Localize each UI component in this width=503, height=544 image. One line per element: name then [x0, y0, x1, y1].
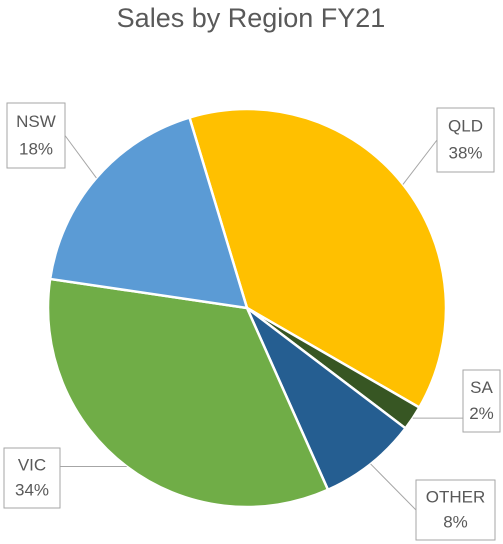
category-label: NSW [16, 112, 56, 131]
value-label: 34% [15, 481, 49, 500]
leader-line [370, 463, 417, 511]
label-box [462, 369, 501, 433]
value-label: 18% [19, 139, 53, 158]
leader-line [402, 139, 438, 185]
pie-slice [46, 277, 330, 509]
value-label: 2% [469, 404, 494, 423]
label-box [3, 447, 61, 509]
chart-title: Sales by Region FY21 [117, 3, 386, 33]
category-label: QLD [448, 117, 483, 136]
pie-slice [187, 107, 448, 410]
label-box [415, 479, 496, 541]
category-label: SA [470, 378, 493, 397]
category-label: OTHER [426, 487, 486, 506]
value-label: 38% [448, 144, 482, 163]
value-label: 8% [443, 513, 468, 532]
leader-line [64, 135, 97, 179]
label-box [6, 102, 66, 169]
pie-slice [245, 307, 408, 492]
category-label: VIC [18, 455, 46, 474]
label-box [436, 107, 495, 173]
